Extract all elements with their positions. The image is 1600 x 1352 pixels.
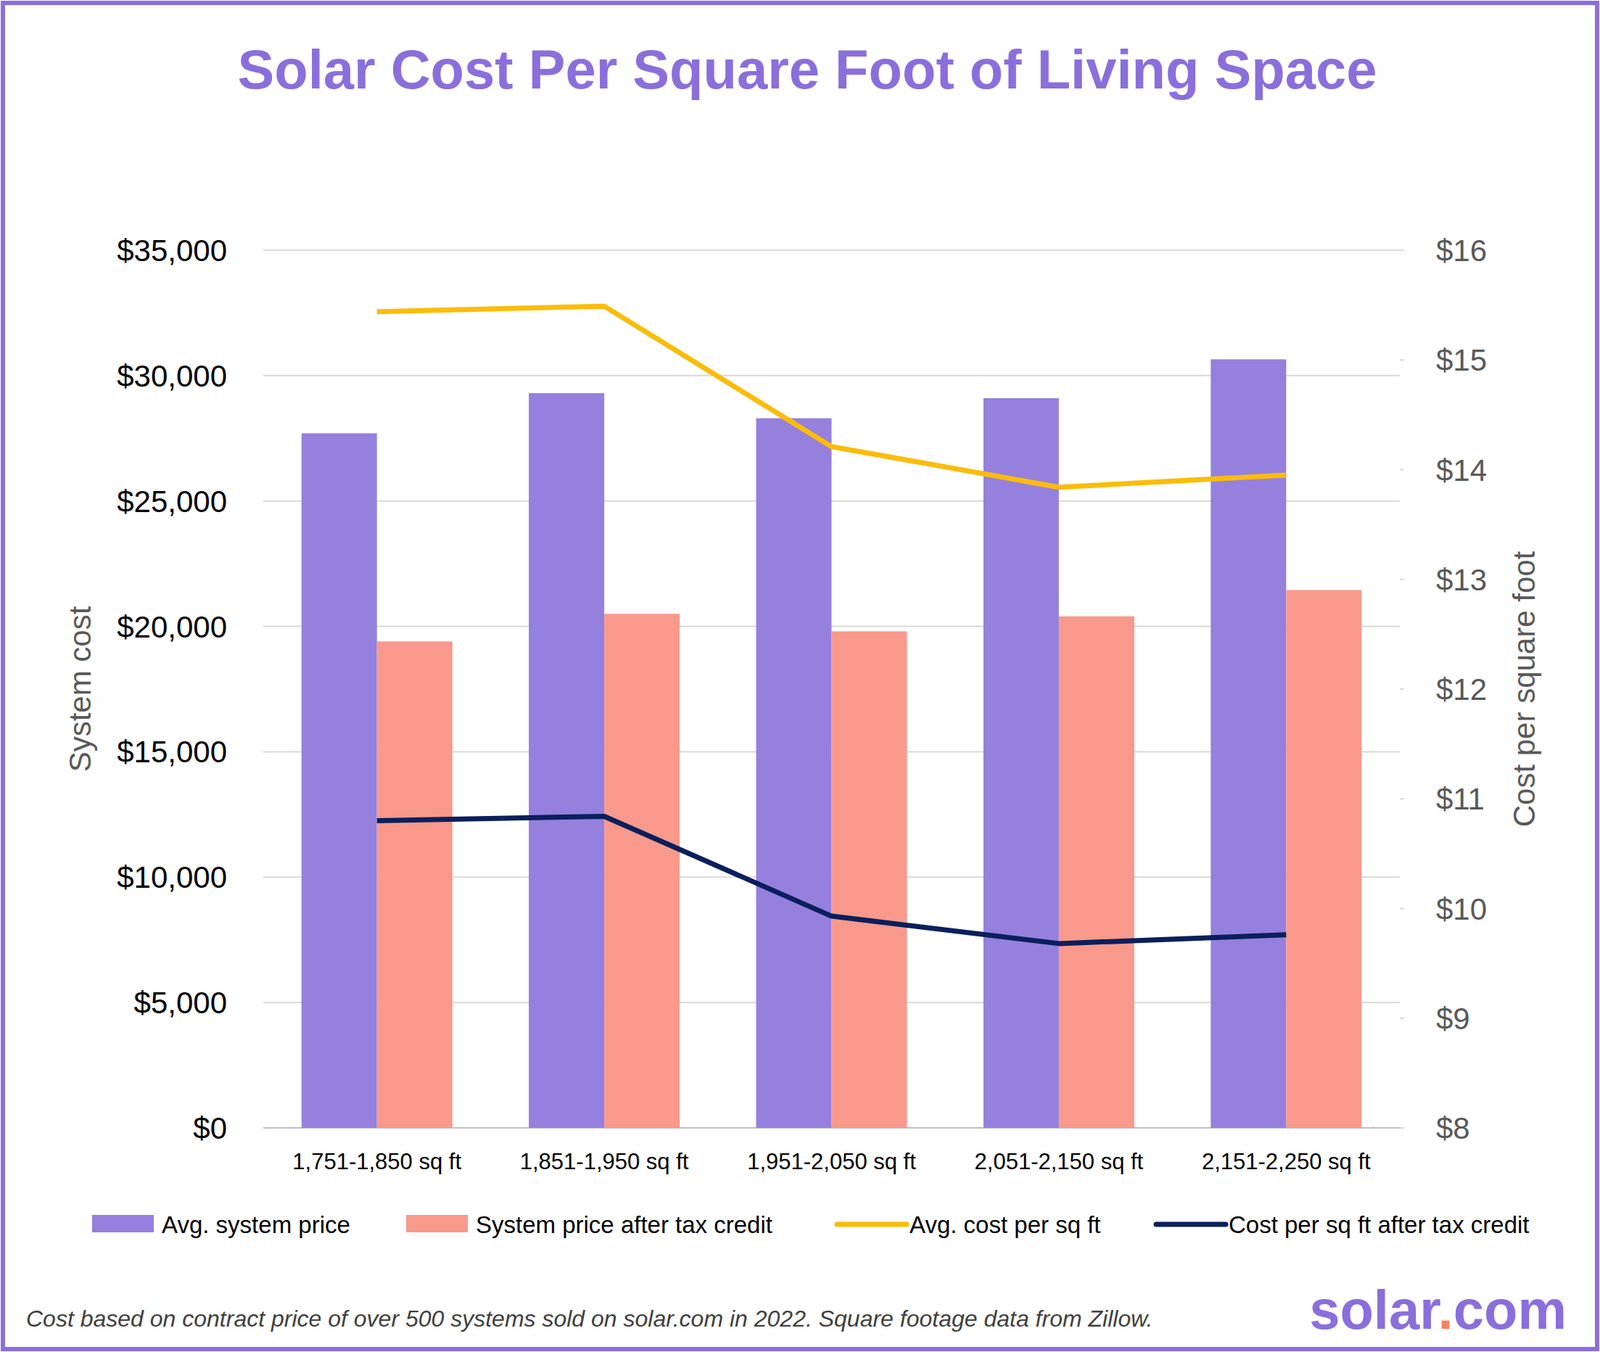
y2-axis-title: Cost per square foot	[1507, 550, 1542, 827]
line	[377, 815, 1287, 943]
legend-label: Avg. system price	[161, 1211, 351, 1239]
frame	[2, 2, 1598, 1350]
x-tick-label: 1,951-2,050 sq ft	[747, 1148, 917, 1175]
y2-tick	[1399, 688, 1405, 690]
y-tick-label: $0	[192, 1111, 228, 1146]
legend-swatch	[92, 1214, 154, 1233]
plot-area	[301, 306, 1363, 1128]
logo: solar.com	[1309, 1278, 1567, 1341]
y2-tick-label: $15	[1436, 343, 1487, 378]
y2-tick	[1399, 1017, 1405, 1020]
y-axis-title: System cost	[63, 605, 98, 772]
y-tick-label: $30,000	[116, 359, 228, 394]
y2-tick-label: $16	[1436, 233, 1487, 268]
y-tick-label: $15,000	[116, 734, 228, 769]
bar	[1058, 616, 1135, 1128]
y2-tick-label: $11	[1436, 781, 1485, 816]
y2-tick-label: $13	[1436, 562, 1487, 597]
x-tick-label: 2,051-2,150 sq ft	[974, 1148, 1144, 1175]
y2-tick	[1399, 469, 1405, 471]
x-tick-label: 2,151-2,250 sq ft	[1201, 1148, 1371, 1175]
chart: Solar Cost Per Square Foot of Living Spa…	[0, 0, 1600, 1352]
y-tick-label: $20,000	[116, 609, 228, 645]
y2-tick-label: $10	[1436, 892, 1487, 927]
y2-tick-label: $14	[1436, 453, 1487, 488]
title: Solar Cost Per Square Foot of Living Spa…	[237, 38, 1378, 101]
logo-part: solar	[1309, 1278, 1441, 1341]
bar	[604, 613, 680, 1128]
legend-label: Cost per sq ft after tax credit	[1228, 1211, 1530, 1239]
x-tick-label: 1,751-1,850 sq ft	[292, 1148, 462, 1175]
y2-tick-label: $9	[1436, 1001, 1471, 1036]
bar	[831, 631, 908, 1128]
bar	[377, 641, 453, 1128]
y2-tick-label: $12	[1436, 672, 1487, 707]
bar	[1285, 589, 1362, 1128]
y2-tick	[1399, 797, 1405, 800]
legend-swatch	[406, 1214, 468, 1233]
legend-label: Avg. cost per sq ft	[909, 1211, 1101, 1239]
y2-tick	[1399, 908, 1405, 910]
bar	[301, 433, 378, 1128]
grid-line	[263, 249, 1400, 251]
y-tick-label: $5,000	[134, 985, 228, 1020]
y-tick-label: $25,000	[116, 484, 228, 519]
legend-swatch	[836, 1222, 907, 1228]
bar	[528, 393, 605, 1128]
y2-tick	[1399, 1127, 1405, 1129]
x-tick-label: 1,851-1,950 sq ft	[520, 1148, 690, 1175]
logo-part: com	[1453, 1278, 1567, 1341]
y2-tick-label: $8	[1436, 1111, 1471, 1146]
legend-swatch	[1156, 1222, 1226, 1228]
y-tick-label: $10,000	[116, 860, 228, 895]
y2-tick	[1399, 578, 1405, 581]
y2-tick	[1399, 359, 1405, 361]
legend-label: System price after tax credit	[475, 1211, 773, 1239]
logo-part: .	[1438, 1278, 1454, 1341]
bar	[983, 398, 1059, 1128]
bar	[756, 418, 832, 1128]
line	[377, 306, 1287, 488]
y-tick-label: $35,000	[116, 233, 228, 268]
footnote: Cost based on contract price of over 500…	[26, 1305, 1153, 1332]
y2-tick	[1399, 249, 1405, 251]
